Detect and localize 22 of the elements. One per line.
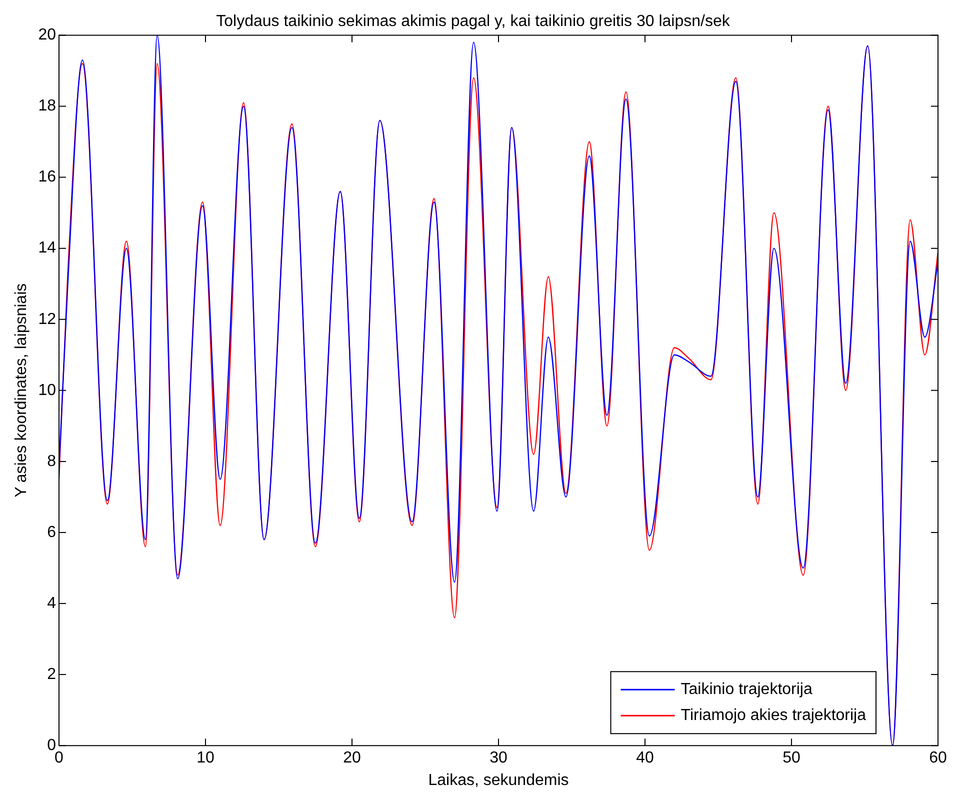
y-tick-label: 20	[38, 26, 56, 44]
legend-label: Taikinio trajektorija	[680, 681, 812, 698]
x-tick-label: 50	[782, 750, 800, 767]
y-tick-label: 12	[38, 310, 56, 328]
y-tick-label: 16	[38, 168, 56, 186]
x-tick-label: 20	[343, 750, 361, 767]
y-tick-label: 6	[47, 524, 56, 541]
y-tick-label: 10	[38, 382, 56, 399]
legend-label: Tiriamojo akies trajektorija	[680, 707, 866, 724]
y-tick-label: 8	[47, 452, 56, 470]
y-tick-label: 0	[47, 737, 56, 754]
y-tick-label: 14	[38, 240, 56, 257]
x-tick-label: 40	[636, 750, 654, 767]
y-tick-label: 2	[47, 666, 56, 683]
x-tick-label: 60	[929, 750, 947, 767]
x-axis-title: Laikas, sekundemis	[428, 772, 569, 789]
y-tick-label: 18	[38, 98, 56, 115]
chart-title: Tolydaus taikinio sekimas akimis pagal y, kai taikinio greitis 30 laipsn/sek	[216, 13, 731, 30]
y-tick-label: 4	[47, 594, 56, 612]
y-axis-title: Y asies koordinates, laipsniais	[13, 283, 30, 498]
x-tick-label: 30	[490, 750, 508, 767]
x-tick-label: 10	[196, 750, 214, 767]
